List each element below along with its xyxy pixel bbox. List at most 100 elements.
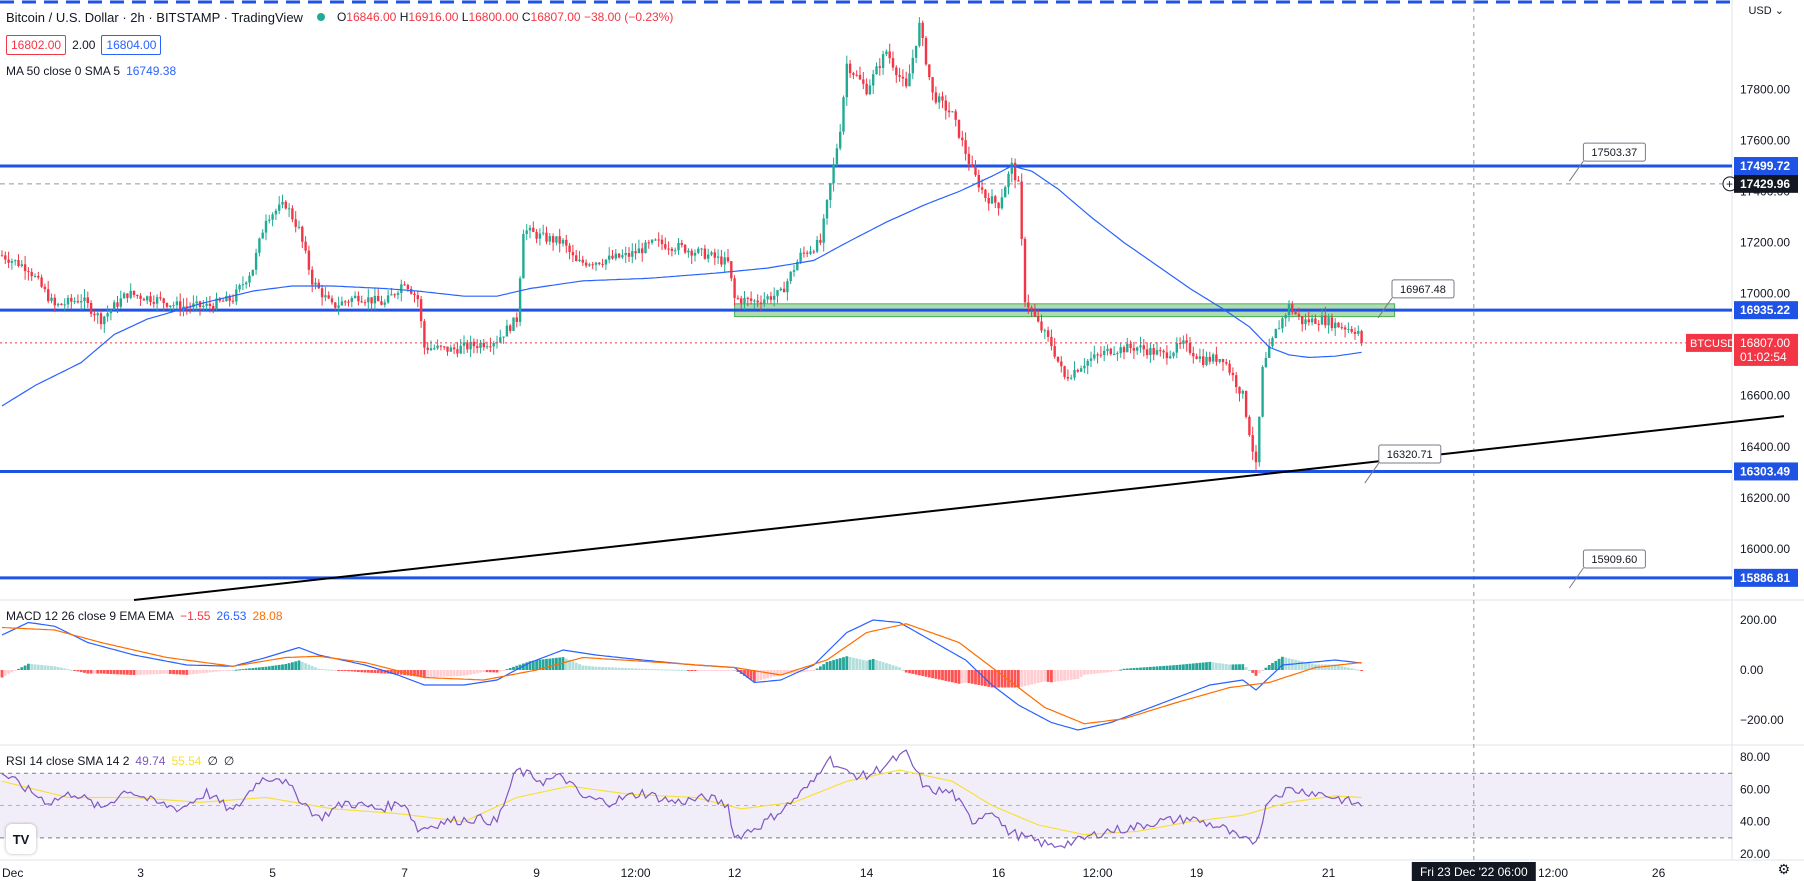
candle-body [1195, 356, 1198, 359]
rsi-tick-label: 60.00 [1740, 782, 1770, 796]
candle-body [819, 239, 822, 243]
macd-histogram-bar [465, 670, 469, 676]
callout-label: 15909.60 [1591, 554, 1637, 566]
macd-histogram-bar [228, 670, 232, 671]
candle-body [1073, 369, 1076, 378]
callout-label: 16967.48 [1400, 284, 1446, 296]
candle-body [47, 289, 50, 302]
macd-histogram-bar [1244, 667, 1248, 670]
candle-body [538, 233, 542, 239]
sell-price-button[interactable]: 16802.00 [6, 35, 67, 55]
candle-body [683, 244, 687, 253]
candle-body [974, 166, 977, 175]
macd-histogram-bar [1307, 662, 1311, 670]
candle-body [23, 264, 27, 272]
candle-body [73, 301, 76, 303]
macd-histogram-bar [835, 659, 839, 670]
candle-body [14, 260, 17, 262]
candle-body [1033, 310, 1037, 317]
macd-histogram-bar [914, 670, 918, 675]
candle-body [1231, 372, 1235, 376]
macd-histogram-bar [832, 660, 835, 670]
macd-histogram-bar [1327, 664, 1330, 670]
ma-legend-label[interactable]: MA 50 close 0 SMA 5 [6, 64, 121, 78]
bar-countdown: 01:02:54 [1740, 350, 1787, 364]
macd-histogram-bar [155, 670, 159, 675]
callout-pointer [1377, 297, 1393, 319]
macd-histogram-bar [324, 669, 327, 671]
macd-histogram-bar [469, 670, 472, 675]
time-tick-label: 5 [269, 866, 276, 880]
candle-body [297, 226, 301, 228]
candle-body [845, 63, 848, 98]
macd-histogram-bar [1106, 670, 1109, 673]
candle-body [30, 271, 33, 277]
macd-histogram-bar [944, 670, 948, 681]
candle-body [855, 74, 858, 76]
candle-body [291, 208, 294, 220]
macd-histogram-bar [244, 668, 248, 670]
spread-value: 2.00 [72, 38, 96, 52]
ma-legend-value: 16749.38 [126, 64, 177, 78]
candle-body [1211, 354, 1215, 362]
candle-body [947, 110, 951, 113]
candle-body [898, 75, 901, 77]
candle-body [50, 297, 53, 302]
tradingview-logo-icon[interactable]: TV [6, 824, 36, 854]
macd-histogram-bar [419, 670, 423, 678]
macd-histogram-bar [1205, 662, 1208, 670]
candle-body [1007, 173, 1010, 188]
macd-histogram-bar [40, 665, 43, 670]
candle-body [1106, 348, 1109, 351]
macd-histogram-bar [185, 670, 189, 675]
candle-body [815, 239, 819, 252]
candle-body [914, 45, 918, 58]
candle-body [1159, 350, 1162, 352]
candle-body [40, 277, 43, 287]
macd-histogram-bar [1281, 656, 1284, 670]
macd-histogram-bar [522, 663, 525, 670]
candle-body [934, 92, 938, 103]
candle-body [654, 239, 657, 241]
macd-legend-label[interactable]: MACD 12 26 close 9 EMA EMA [6, 609, 175, 623]
time-tick-label: 16 [992, 866, 1006, 880]
candle-body [994, 196, 997, 203]
macd-histogram-bar [819, 666, 822, 670]
candle-body [967, 153, 971, 165]
candle-body [944, 100, 947, 111]
macd-histogram-bar [614, 667, 618, 670]
macd-histogram-bar [901, 669, 905, 671]
macd-histogram-bar [505, 669, 509, 671]
settings-gear-icon[interactable]: ⚙ [1777, 861, 1790, 877]
candle-body [1357, 330, 1360, 334]
candle-body [489, 346, 492, 348]
symbol-title[interactable]: Bitcoin / U.S. Dollar · 2h · BITSTAMP · … [6, 9, 303, 25]
candle-body [1086, 360, 1089, 366]
candle-body [281, 201, 284, 205]
candle-body [839, 131, 842, 149]
macd-histogram-bar [63, 668, 67, 670]
macd-histogram-bar [970, 670, 974, 684]
macd-histogram-bar [1241, 664, 1245, 670]
price-tick-label: 16400.00 [1740, 440, 1790, 454]
candle-body [1060, 361, 1063, 367]
candle-body [769, 296, 773, 300]
candle-body [360, 301, 363, 303]
macd-histogram-bar [353, 670, 357, 672]
macd-histogram-bar [980, 670, 984, 686]
macd-histogram-bar [1125, 668, 1129, 670]
candle-body [674, 250, 677, 252]
candle-body [271, 214, 274, 220]
macd-histogram-bar [452, 670, 456, 677]
level-price-label: 17499.72 [1740, 159, 1790, 173]
macd-histogram-bar [578, 664, 581, 670]
candle-body [122, 293, 126, 299]
currency-selector[interactable]: USD ⌄ [1748, 5, 1784, 17]
buy-price-button[interactable]: 16804.00 [101, 35, 162, 55]
macd-histogram-bar [954, 670, 958, 684]
candle-body [723, 257, 726, 265]
candle-body [1297, 314, 1301, 317]
candle-body [941, 96, 944, 101]
rsi-legend-label[interactable]: RSI 14 close SMA 14 2 [6, 754, 130, 768]
